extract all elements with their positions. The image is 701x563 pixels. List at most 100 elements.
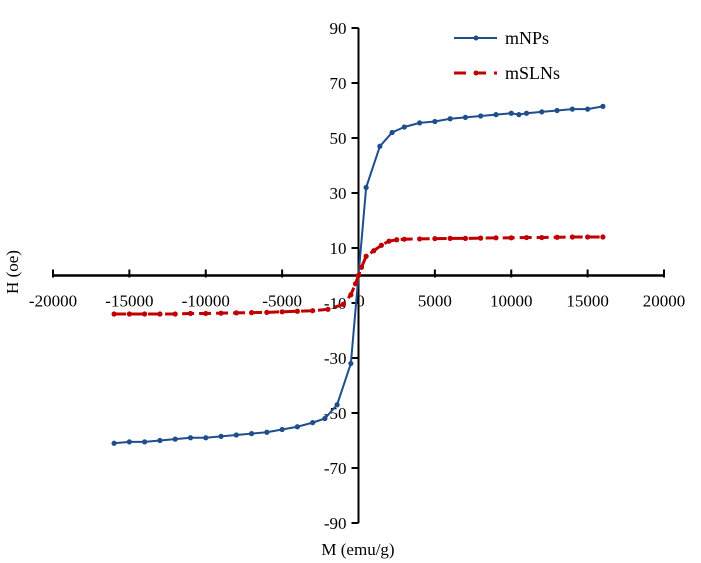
data-point-mSLNs xyxy=(508,235,514,241)
legend-label: mSLNs xyxy=(505,63,560,83)
data-point-mSLNs xyxy=(203,310,209,317)
data-point-mSLNs xyxy=(157,311,163,317)
data-point-mSLNs xyxy=(187,310,194,317)
data-point-mSLNs xyxy=(386,238,392,244)
data-point-mSLNs xyxy=(111,311,117,317)
data-point-mNPs xyxy=(334,402,340,408)
data-point-mNPs xyxy=(377,143,383,149)
data-point-mSLNs xyxy=(348,292,354,298)
data-point-mSLNs xyxy=(378,242,385,248)
data-point-mNPs xyxy=(218,433,224,439)
x-tick-label: -5000 xyxy=(262,292,302,311)
data-point-mNPs xyxy=(172,436,178,442)
x-tick-label: -20000 xyxy=(29,292,77,311)
data-point-mSLNs xyxy=(352,281,359,287)
x-tick-label: 0 xyxy=(356,292,365,311)
data-point-mSLNs xyxy=(523,234,530,241)
data-point-mSLNs xyxy=(493,235,499,241)
data-point-mSLNs xyxy=(310,308,316,314)
data-point-mNPs xyxy=(554,107,560,114)
series-line-mSLNs xyxy=(114,235,603,316)
data-point-mNPs xyxy=(462,114,469,120)
data-point-mNPs xyxy=(310,420,316,426)
x-tick-label: 15000 xyxy=(566,292,609,311)
data-point-mSLNs xyxy=(355,272,362,279)
x-tick-label: -15000 xyxy=(105,292,153,311)
data-point-mSLNs xyxy=(447,235,453,241)
data-point-mSLNs xyxy=(233,310,239,316)
data-point-mNPs xyxy=(569,106,575,112)
data-point-mNPs xyxy=(363,184,369,191)
data-point-mNPs xyxy=(585,106,591,112)
data-point-mNPs xyxy=(348,360,354,367)
data-point-mSLNs xyxy=(600,234,606,240)
data-point-mNPs xyxy=(233,432,239,438)
data-point-mSLNs xyxy=(394,237,400,243)
y-axis-title: H (oe) xyxy=(3,250,22,294)
x-tick-label: 20000 xyxy=(643,292,686,311)
data-point-mNPs xyxy=(248,431,255,437)
data-point-mNPs xyxy=(203,435,209,441)
y-tick-label: 90 xyxy=(330,19,347,38)
data-point-mSLNs xyxy=(358,264,365,270)
data-point-mSLNs xyxy=(401,236,407,242)
data-point-mNPs xyxy=(187,435,194,441)
data-point-mSLNs xyxy=(126,311,132,317)
data-point-mSLNs xyxy=(417,236,423,242)
data-point-mNPs xyxy=(539,109,545,115)
data-point-mSLNs xyxy=(371,248,377,254)
data-point-mNPs xyxy=(417,120,423,126)
x-tick-label: 10000 xyxy=(490,292,533,311)
x-axis-title: M (emu/g) xyxy=(321,540,394,559)
data-point-mSLNs xyxy=(248,310,255,316)
axes: -20000 -15000 -10000 -5000 0 5000 10000 15000 20… xyxy=(29,19,685,533)
data-point-mSLNs xyxy=(264,309,270,315)
data-point-mSLNs xyxy=(340,301,346,307)
data-point-mSLNs xyxy=(325,306,331,312)
data-point-mSLNs xyxy=(554,234,560,240)
data-point-mNPs xyxy=(508,110,514,116)
series-group xyxy=(111,103,606,446)
data-point-mNPs xyxy=(523,110,530,116)
y-tick-label: -50 xyxy=(324,404,347,423)
data-point-mSLNs xyxy=(142,311,148,317)
legend-marker-mNPs xyxy=(473,35,479,41)
data-point-mSLNs xyxy=(539,234,545,241)
x-tick-label: 5000 xyxy=(418,292,452,311)
data-point-mSLNs xyxy=(585,234,591,240)
y-tick-label: -70 xyxy=(324,459,347,478)
y-tick-label: -30 xyxy=(324,349,347,368)
y-tick-label: 30 xyxy=(330,184,347,203)
data-point-mNPs xyxy=(493,112,499,118)
data-point-mSLNs xyxy=(279,309,285,315)
x-tick-label: -10000 xyxy=(182,292,230,311)
data-point-mSLNs xyxy=(294,308,300,314)
data-point-mNPs xyxy=(111,440,117,446)
data-point-mSLNs xyxy=(363,253,369,259)
data-point-mNPs xyxy=(478,113,484,119)
data-point-mNPs xyxy=(401,124,407,130)
data-point-mNPs xyxy=(600,103,606,109)
data-point-mNPs xyxy=(322,415,328,422)
legend-label: mNPs xyxy=(505,28,549,48)
data-point-mNPs xyxy=(447,116,453,122)
data-point-mNPs xyxy=(389,129,395,136)
data-point-mNPs xyxy=(126,439,132,445)
data-point-mNPs xyxy=(432,118,438,125)
data-point-mSLNs xyxy=(218,310,224,316)
data-point-mSLNs xyxy=(172,311,178,317)
data-point-mSLNs xyxy=(569,234,575,240)
data-point-mNPs xyxy=(279,426,285,433)
legend: mNPs mSLNs xyxy=(454,28,560,83)
y-tick-label: 10 xyxy=(330,239,347,258)
y-tick-label: 70 xyxy=(330,74,347,93)
data-point-mNPs xyxy=(294,424,300,430)
y-tick-label: -90 xyxy=(324,514,347,533)
y-tick-label: 50 xyxy=(330,129,347,148)
data-point-mSLNs xyxy=(478,235,484,241)
data-point-mSLNs xyxy=(432,236,438,242)
data-point-mSLNs xyxy=(462,235,469,241)
data-point-mNPs xyxy=(142,439,148,445)
